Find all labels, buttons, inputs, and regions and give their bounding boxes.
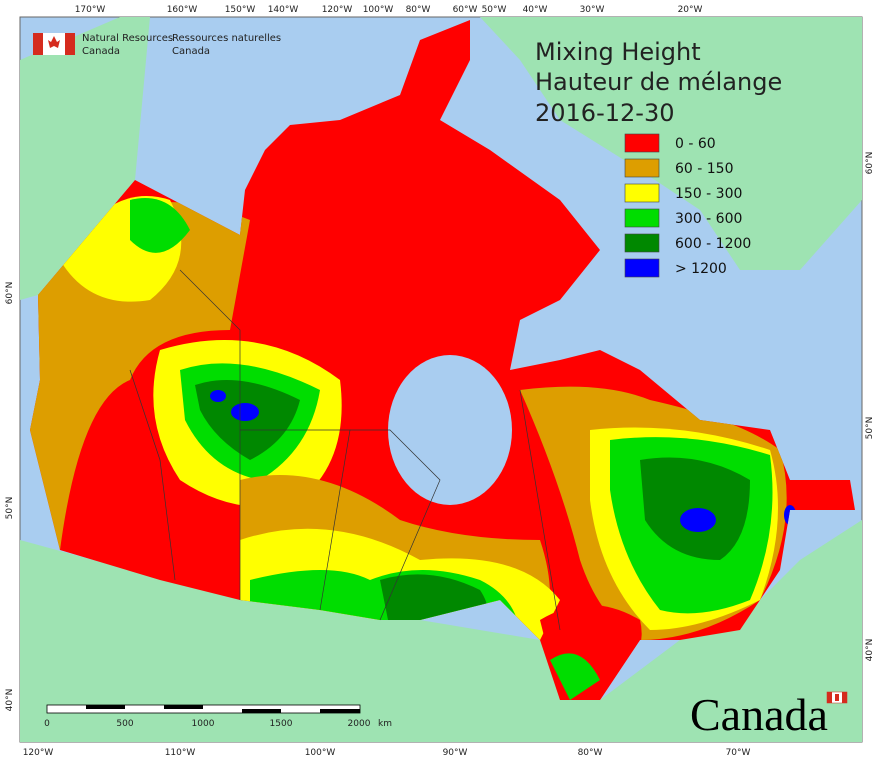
flag-bar [65,33,75,55]
lon-label: 90°W [443,748,468,758]
wordmark-flag [842,692,847,703]
scale-label: 1000 [192,719,215,729]
legend-swatch [624,208,660,228]
top-labels: 170°W 160°W 150°W 140°W 120°W 100°W 80°W… [75,5,703,15]
legend-swatch [624,158,660,178]
hudson-bay [388,355,512,505]
lon-label: 20°W [678,5,703,15]
lon-label: 80°W [406,5,431,15]
lon-label: 40°W [523,5,548,15]
scale-label: 1500 [270,719,293,729]
legend-label: 600 - 1200 [675,236,751,252]
left-labels: 60°N 50°N 40°N [5,282,15,712]
lon-label: 120°W [23,748,54,758]
title: Mixing Height [535,38,701,66]
org-fr: Ressources naturelles [172,33,281,44]
title: Hauteur de mélange [535,68,782,96]
lon-label: 100°W [305,748,336,758]
lon-label: 160°W [167,5,198,15]
lon-label: 60°W [453,5,478,15]
scale-label: 2000 [348,719,371,729]
legend: 0 - 60 60 - 150 150 - 300 300 - 600 600 - 12… [624,133,751,278]
wordmark-text: Canada [690,689,828,740]
flag-bar [33,33,43,55]
legend-label: 60 - 150 [675,161,734,177]
legend-swatch [624,233,660,253]
header: Natural Resources Canada Ressources natu… [33,33,281,57]
land [20,17,862,742]
legend-swatch [624,133,660,153]
org-fr: Canada [172,46,210,57]
date: 2016-12-30 [535,99,674,127]
lon-label: 140°W [268,5,299,15]
scale-bar: 0 500 1000 1500 2000 km [44,704,392,729]
flag-leaf [48,36,60,48]
lon-label: 170°W [75,5,106,15]
legend-swatch [624,258,660,278]
legend-label: > 1200 [675,261,727,277]
legend-swatch [624,183,660,203]
lat-label: 50°N [865,417,875,440]
lon-label: 50°W [482,5,507,15]
legend-label: 300 - 600 [675,211,742,227]
lat-label: 40°N [5,689,15,712]
wordmark-flag [835,694,839,701]
scale-label: 500 [116,719,133,729]
legend-label: 150 - 300 [675,186,742,202]
lon-label: 120°W [322,5,353,15]
lon-label: 100°W [363,5,394,15]
lat-label: 40°N [865,639,875,662]
lat-label: 60°N [865,152,875,175]
org-en: Natural Resources [82,33,173,44]
lat-label: 60°N [5,282,15,305]
wordmark: Canada [690,689,848,740]
scale-unit: km [378,719,392,729]
right-labels: 60°N 50°N 40°N [865,152,875,662]
lon-label: 150°W [225,5,256,15]
province-borders [129,269,561,631]
lat-label: 50°N [5,497,15,520]
bottom-labels: 120°W 110°W 100°W 90°W 80°W 70°W [23,748,751,758]
lon-label: 70°W [726,748,751,758]
lon-label: 80°W [578,748,603,758]
scale-label: 0 [44,719,50,729]
org-en: Canada [82,46,120,57]
wordmark-flag [827,692,832,703]
legend-label: 0 - 60 [675,136,716,152]
lon-label: 110°W [165,748,196,758]
lon-label: 30°W [580,5,605,15]
